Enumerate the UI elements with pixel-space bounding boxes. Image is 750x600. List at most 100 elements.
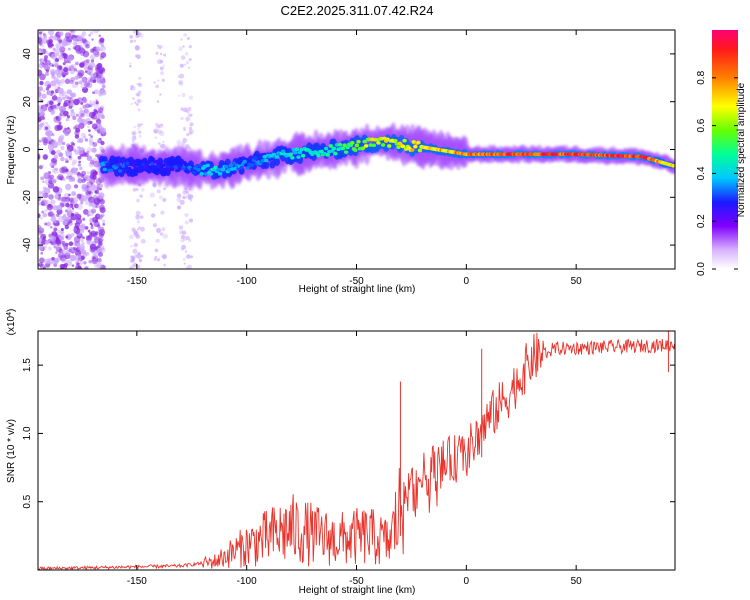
noise-blob <box>129 234 134 240</box>
noise-blob <box>72 249 76 253</box>
noise-blob <box>185 60 190 65</box>
noise-blob <box>42 186 47 190</box>
noise-blob <box>78 160 82 164</box>
noise-blob <box>97 107 104 114</box>
noise-blob <box>72 159 77 165</box>
noise-blob <box>187 107 192 112</box>
noise-blob <box>156 100 160 103</box>
noise-blob <box>78 115 82 119</box>
noise-blob <box>63 67 69 73</box>
colorbar-tick-label: 0.0 <box>696 262 707 276</box>
noise-blob <box>82 208 89 215</box>
noise-blob <box>180 116 184 121</box>
noise-blob <box>68 246 74 253</box>
snr-plot-area <box>38 331 675 570</box>
noise-blob <box>53 227 58 232</box>
x-tick-label: -50 <box>349 276 364 287</box>
noise-blob <box>40 201 46 206</box>
noise-blob <box>135 187 139 191</box>
ridge-core <box>127 166 132 171</box>
noise-blob <box>84 225 89 230</box>
noise-blob <box>76 193 82 199</box>
ridge-core <box>242 159 247 164</box>
noise-blob <box>42 105 48 111</box>
noise-blob <box>140 254 144 258</box>
noise-blob <box>58 121 62 125</box>
noise-blob <box>88 100 93 104</box>
noise-blob <box>185 265 189 269</box>
noise-blob <box>90 226 94 230</box>
noise-blob <box>38 165 43 170</box>
noise-blob <box>89 54 96 60</box>
noise-blob <box>78 122 85 129</box>
noise-blob <box>56 208 63 215</box>
noise-blob <box>38 201 42 206</box>
noise-blob <box>85 235 92 242</box>
noise-blob <box>89 174 95 180</box>
noise-blob <box>136 198 141 203</box>
noise-blob <box>136 253 142 259</box>
noise-blob <box>89 120 93 125</box>
noise-blob <box>61 40 68 47</box>
noise-blob <box>78 80 83 85</box>
ridge-core <box>387 144 392 148</box>
noise-blob <box>78 137 84 143</box>
noise-blob <box>162 233 168 239</box>
noise-blob <box>64 95 69 99</box>
noise-blob <box>95 119 102 125</box>
noise-blob <box>39 73 46 81</box>
noise-blob <box>77 146 81 150</box>
ridge-core <box>671 164 675 168</box>
noise-blob <box>47 41 53 48</box>
noise-blob <box>95 71 103 78</box>
noise-blob <box>85 70 88 73</box>
noise-blob <box>76 171 81 177</box>
ridge-core <box>228 163 234 168</box>
y-tick-label: -20 <box>22 190 33 205</box>
noise-blob <box>153 128 159 134</box>
noise-blob <box>133 253 138 258</box>
noise-blob <box>61 215 67 221</box>
noise-blob <box>78 149 84 156</box>
noise-blob <box>88 61 96 69</box>
noise-blob <box>182 137 188 143</box>
noise-blob <box>159 143 165 149</box>
noise-blob <box>75 254 82 262</box>
snr-series-line <box>38 332 675 570</box>
noise-blob <box>44 258 50 265</box>
noise-blob <box>101 213 105 217</box>
noise-blob <box>94 236 101 244</box>
noise-blob <box>155 122 159 127</box>
ridge-core <box>288 152 294 157</box>
noise-blob <box>80 238 84 242</box>
noise-blob <box>132 132 136 136</box>
noise-blob <box>134 101 137 104</box>
noise-blob <box>85 235 89 239</box>
noise-blob <box>57 135 64 142</box>
noise-blob <box>42 89 46 93</box>
noise-blob <box>51 141 59 149</box>
snr-x-axis-label: Height of straight line (km) <box>299 585 416 596</box>
noise-blob <box>136 264 141 269</box>
spectrogram-y-ticks: -40 -20 0 20 40 <box>22 48 675 252</box>
noise-blob <box>189 122 194 127</box>
x-tick-label: 50 <box>571 576 583 587</box>
ridge-core <box>337 142 343 147</box>
noise-blob <box>77 175 81 179</box>
noise-blob <box>79 109 86 116</box>
noise-blob <box>95 101 99 105</box>
noise-blob <box>93 198 101 205</box>
noise-blob <box>49 235 57 242</box>
noise-blob <box>91 257 99 265</box>
noise-blob <box>43 245 47 249</box>
noise-blob <box>90 74 94 78</box>
noise-blob <box>59 167 66 174</box>
noise-blob <box>59 229 65 235</box>
noise-blob <box>131 258 136 263</box>
noise-blob <box>92 170 98 176</box>
noise-blob <box>80 101 84 105</box>
noise-blob <box>61 240 66 245</box>
noise-blob <box>49 100 54 106</box>
noise-blob <box>81 86 89 93</box>
noise-blob <box>102 223 106 226</box>
